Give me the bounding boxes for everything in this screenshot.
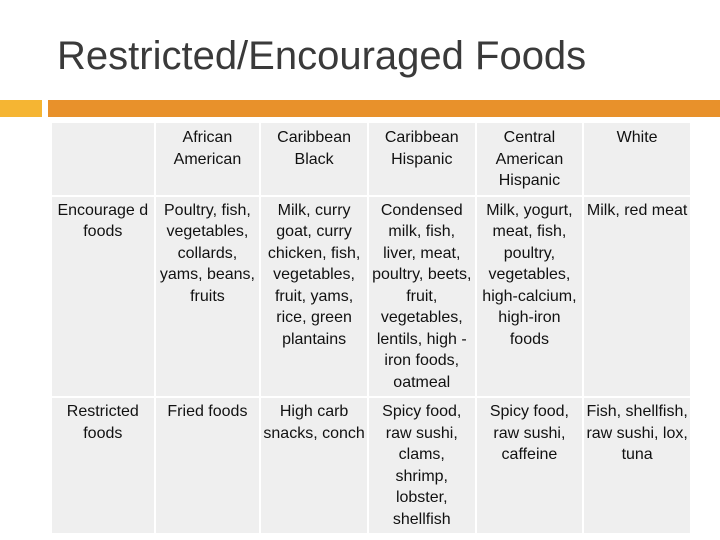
table-cell: Fried foods [155, 398, 260, 533]
table-row: Restricted foods Fried foods High carb s… [52, 398, 690, 533]
column-header: Caribbean Black [261, 123, 367, 195]
column-header: African American [155, 123, 260, 195]
table-row: Encourage d foods Poultry, fish, vegetab… [52, 196, 690, 396]
table-cell: Spicy food, raw sushi, caffeine [476, 398, 583, 533]
table-cell: Milk, yogurt, meat, fish, poultry, veget… [476, 196, 583, 396]
column-header: White [584, 123, 690, 195]
corner-cell [52, 123, 154, 195]
table-cell: Milk, red meat [584, 196, 690, 396]
table-cell: Fish, shellfish, raw sushi, lox, tuna [584, 398, 690, 533]
accent-bar-right [48, 100, 720, 117]
accent-gap [42, 100, 48, 117]
row-label: Restricted foods [52, 398, 154, 533]
column-header: Caribbean Hispanic [368, 123, 475, 195]
table-cell: Condensed milk, fish, liver, meat, poult… [368, 196, 475, 396]
foods-table: African American Caribbean Black Caribbe… [50, 121, 692, 535]
table-cell: Poultry, fish, vegetables, collards, yam… [155, 196, 260, 396]
table-cell: High carb snacks, conch [261, 398, 367, 533]
table-cell: Spicy food, raw sushi, clams, shrimp, lo… [368, 398, 475, 533]
slide-title: Restricted/Encouraged Foods [57, 34, 587, 78]
accent-bar-left [0, 100, 42, 117]
header-row: African American Caribbean Black Caribbe… [52, 123, 690, 195]
table-cell: Milk, curry goat, curry chicken, fish, v… [261, 196, 367, 396]
column-header: Central American Hispanic [476, 123, 583, 195]
row-label: Encourage d foods [52, 196, 154, 396]
